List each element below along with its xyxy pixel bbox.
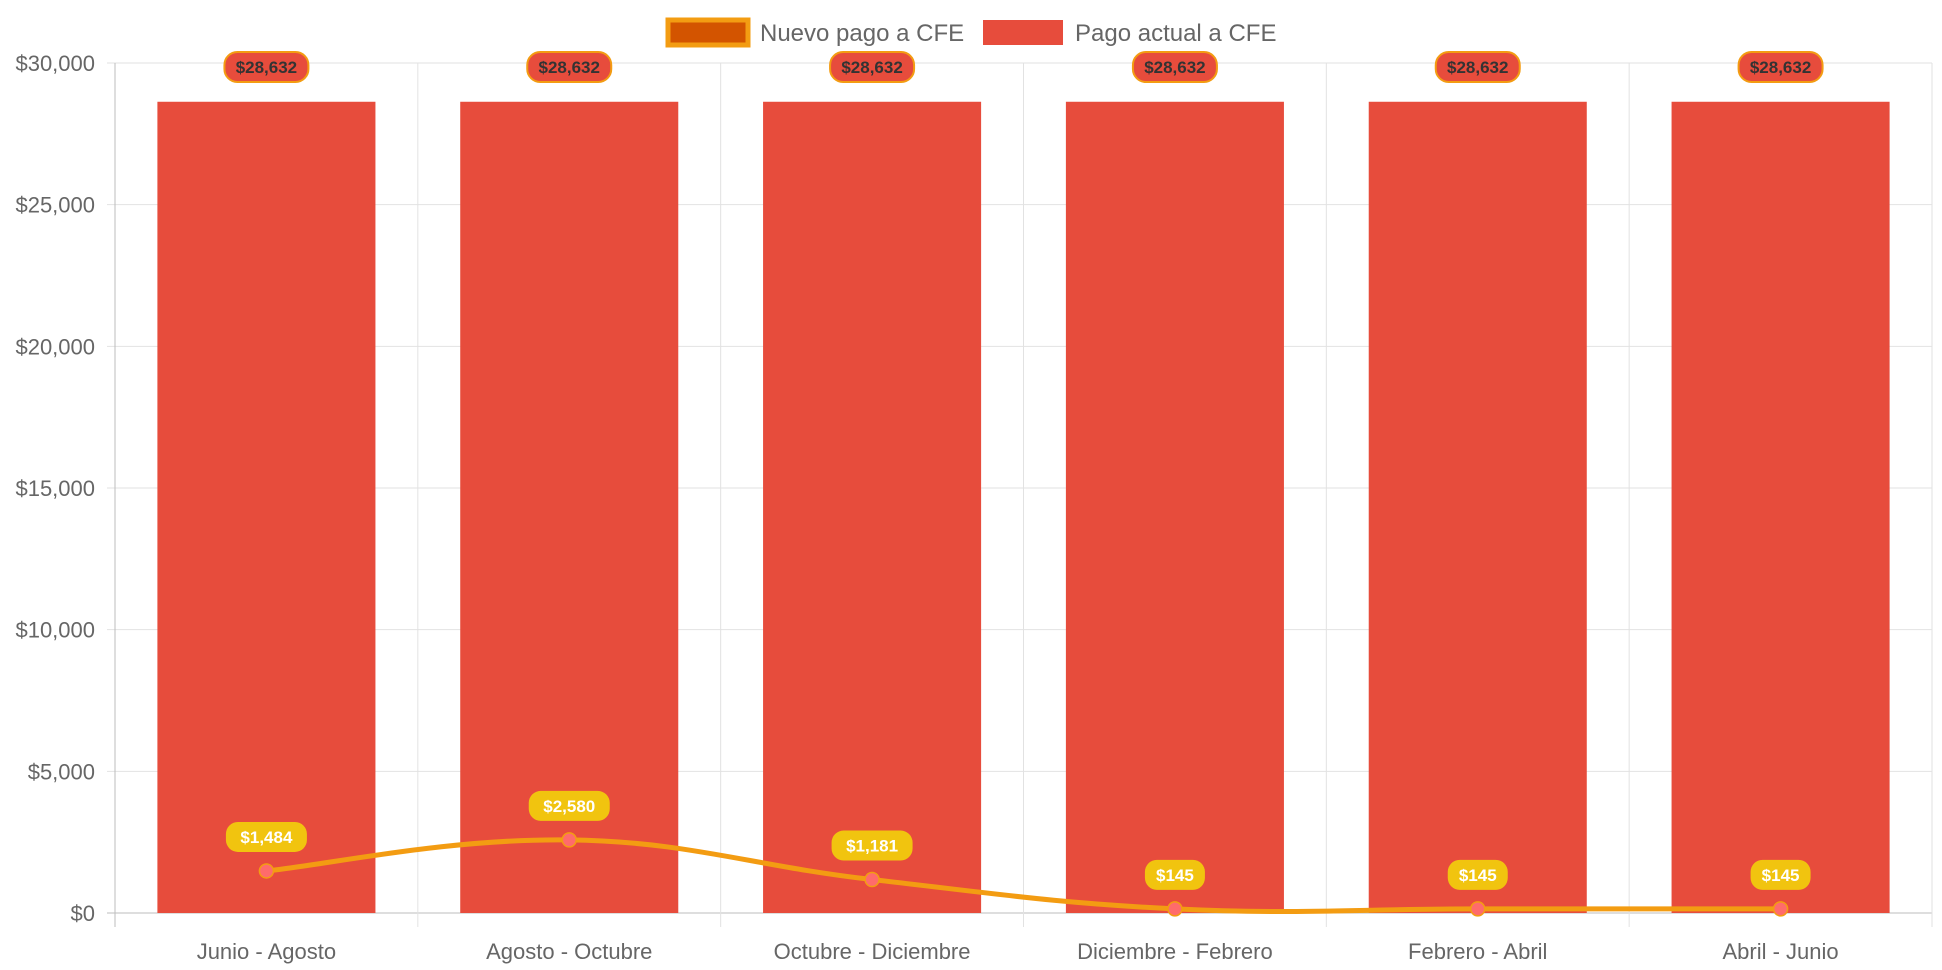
- y-tick-label: $30,000: [15, 51, 95, 76]
- line-point: [1167, 901, 1183, 917]
- x-axis: Junio - Agosto Agosto - Octubre Octubre - …: [197, 939, 1839, 964]
- legend-label-pago-actual: Pago actual a CFE: [1075, 20, 1276, 47]
- line-label-badge: [225, 821, 307, 852]
- legend[interactable]: Nuevo pago a CFE Pago actual a CFE: [665, 17, 1276, 48]
- x-tick-label: Octubre - Diciembre: [774, 939, 971, 964]
- bar-data-label: $28,632: [1144, 58, 1205, 77]
- bar-data-label: $28,632: [1750, 58, 1811, 77]
- line-label-badge: [831, 830, 913, 861]
- x-tick-label: Junio - Agosto: [197, 939, 336, 964]
- bar-label-badge: [829, 51, 916, 83]
- bar-label-badge: [526, 51, 613, 83]
- line-label-badge: [1144, 859, 1205, 890]
- legend-item-pago-actual[interactable]: Pago actual a CFE: [983, 20, 1276, 47]
- line-point: [258, 863, 275, 879]
- line-point: [561, 832, 577, 848]
- bar: [157, 101, 376, 913]
- bar: [1065, 101, 1284, 913]
- line-data-label: $1,484: [240, 828, 293, 847]
- line-data-label: $2,580: [543, 797, 595, 816]
- series-line: [263, 837, 1784, 915]
- bar-data-label: $28,632: [539, 58, 600, 77]
- bar-data-labels: $28,632 $28,632 $28,632 $28,632 $28,632 $28,6…: [223, 51, 1824, 83]
- y-tick-label: $15,000: [15, 476, 95, 501]
- bar: [763, 101, 982, 913]
- bar-label-badge: [1434, 51, 1521, 83]
- x-tick-label: Diciembre - Febrero: [1077, 939, 1273, 964]
- line-point: [1470, 901, 1486, 917]
- bar-label-badge: [223, 51, 310, 83]
- y-tick-label: $25,000: [15, 193, 95, 218]
- line-data-labels: $1,484 $2,580 $1,181 $145 $145 $145: [225, 790, 1811, 890]
- y-tick-label: $0: [71, 901, 95, 926]
- legend-swatch-pago-actual: [983, 20, 1063, 45]
- y-tick-label: $20,000: [15, 334, 95, 359]
- bar-data-label: $28,632: [1447, 58, 1508, 77]
- bar-data-label: $28,632: [841, 58, 902, 77]
- line-data-label: $145: [1762, 866, 1800, 885]
- line-label-badge: [1447, 859, 1508, 890]
- x-tick-label: Abril - Junio: [1723, 939, 1839, 964]
- bar-series: [157, 101, 1890, 913]
- bar: [1671, 101, 1890, 913]
- bar-label-badge: [1131, 51, 1218, 83]
- bar: [1368, 101, 1587, 913]
- line-label-badge: [1750, 859, 1811, 890]
- y-tick-label: $10,000: [15, 618, 95, 643]
- line-label-badge: [528, 790, 610, 821]
- line-data-label: $145: [1156, 866, 1194, 885]
- line-series: [258, 832, 1789, 917]
- y-tick-label: $5,000: [28, 759, 95, 784]
- x-tick-label: Agosto - Octubre: [486, 939, 652, 964]
- line-point: [1772, 901, 1789, 917]
- bar-data-label: $28,632: [236, 58, 297, 77]
- bar: [460, 101, 679, 913]
- line-point: [864, 871, 880, 888]
- x-tick-label: Febrero - Abril: [1408, 939, 1547, 964]
- legend-swatch-nuevo-pago: [665, 17, 751, 48]
- line-data-label: $145: [1459, 866, 1497, 885]
- grid-lines: [107, 62, 1933, 927]
- line-data-label: $1,181: [846, 837, 898, 856]
- bar-label-badge: [1737, 51, 1824, 83]
- y-axis: $0 $5,000 $10,000 $15,000 $20,000 $25,000 $30,…: [15, 51, 95, 926]
- legend-item-nuevo-pago[interactable]: Nuevo pago a CFE: [665, 17, 964, 48]
- legend-label-nuevo-pago: Nuevo pago a CFE: [760, 20, 964, 47]
